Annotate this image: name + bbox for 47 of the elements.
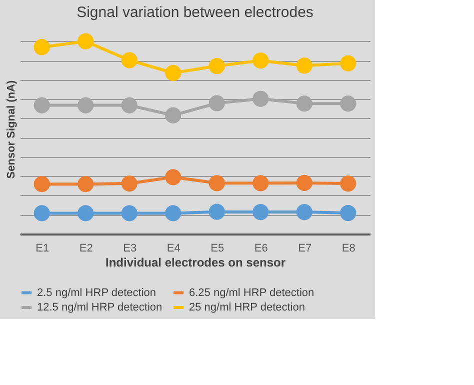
point [165, 169, 182, 186]
x-tick-label: E7 [298, 242, 312, 254]
point [252, 204, 269, 220]
point [208, 95, 225, 112]
point [252, 90, 269, 107]
point [252, 52, 269, 69]
point [121, 52, 138, 68]
legend-label: 2.5 ng/ml HRP detection [37, 286, 156, 299]
legend-label: 12.5 ng/ml HRP detection [37, 302, 162, 314]
legend-label: 6.25 ng/ml HRP detection [189, 286, 314, 299]
point [121, 175, 138, 192]
point [34, 205, 50, 222]
x-tick-label: E6 [254, 242, 268, 254]
point [78, 33, 94, 50]
point [34, 176, 50, 192]
point [78, 176, 94, 192]
point [296, 204, 312, 220]
point [340, 204, 356, 222]
point [340, 175, 356, 192]
x-tick-label: E4 [166, 242, 180, 254]
x-tick-label: E1 [36, 242, 50, 254]
x-tick-label: E3 [123, 242, 137, 254]
point [121, 205, 138, 222]
point [208, 175, 225, 192]
point [340, 55, 356, 72]
chart-title: Signal variation between electrodes [76, 4, 314, 21]
point [252, 175, 269, 192]
point [121, 97, 138, 114]
point [296, 174, 312, 191]
point [34, 39, 50, 56]
point [208, 58, 225, 74]
point [340, 96, 356, 112]
x-tick-label: E5 [210, 242, 224, 254]
legend-label: 25 ng/ml HRP detection [189, 302, 305, 314]
point [78, 205, 94, 222]
x-tick-label: E8 [342, 242, 356, 254]
y-axis-title: Sensor Signal (nA) [6, 80, 18, 179]
point [34, 97, 50, 114]
x-axis-title: Individual electrodes on sensor [105, 256, 286, 270]
point [208, 204, 225, 220]
point [165, 64, 182, 81]
x-tick-label: E2 [79, 242, 93, 254]
point [78, 97, 94, 114]
point [165, 205, 182, 222]
point [296, 96, 312, 112]
point [165, 107, 182, 124]
point [296, 58, 312, 74]
